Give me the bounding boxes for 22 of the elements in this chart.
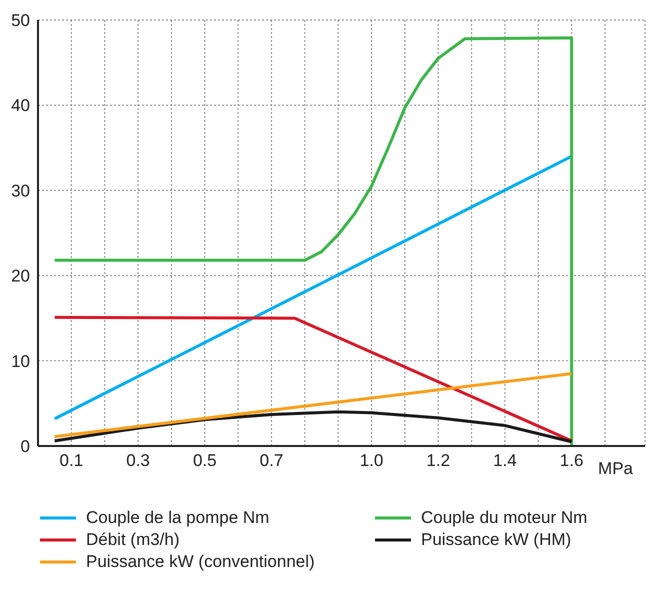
y-tick-label: 20 bbox=[11, 266, 30, 286]
x-tick-label: 0.3 bbox=[126, 451, 150, 470]
y-tick-label: 10 bbox=[11, 352, 30, 371]
legend-label: Couple du moteur Nm bbox=[421, 508, 588, 528]
legend-label: Débit (m3/h) bbox=[86, 530, 180, 550]
x-tick-label: 0.1 bbox=[60, 451, 84, 470]
x-tick-label: 0.5 bbox=[192, 451, 217, 470]
x-axis-title: MPa bbox=[598, 459, 634, 478]
legend-label: Puissance kW (HM) bbox=[421, 530, 572, 550]
line-series bbox=[53, 410, 574, 444]
x-tick-label: 1.4 bbox=[493, 451, 517, 470]
y-tick-label: 0 bbox=[20, 437, 30, 456]
x-tick-label: 1.0 bbox=[360, 451, 384, 470]
y-tick-label: 30 bbox=[11, 181, 30, 200]
x-tick-label: 1.6 bbox=[560, 451, 584, 470]
legend-label: Puissance kW (conventionnel) bbox=[86, 552, 315, 572]
x-tick-label: 0.7 bbox=[260, 451, 284, 470]
y-tick-label: 40 bbox=[11, 96, 30, 116]
legend-label: Couple de la pompe Nm bbox=[86, 508, 270, 528]
x-tick-label: 1.2 bbox=[426, 451, 450, 470]
line-series bbox=[53, 36, 574, 446]
y-tick-label: 50 bbox=[11, 11, 30, 30]
